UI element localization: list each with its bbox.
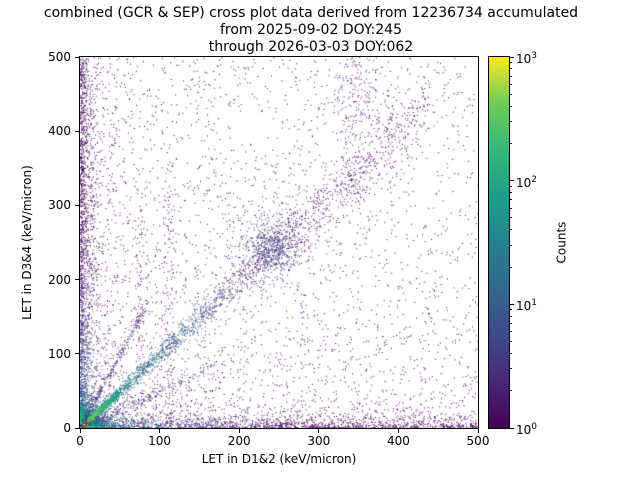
colorbar-minor-tick	[510, 142, 512, 144]
x-tick-mark	[477, 429, 479, 433]
x-tick-label: 400	[386, 434, 410, 448]
y-axis-label: LET in D3&4 (keV/micron)	[20, 165, 34, 320]
colorbar-label: Counts	[554, 221, 569, 264]
colorbar-minor-tick	[510, 309, 512, 311]
colorbar-minor-tick	[510, 105, 512, 107]
colorbar-minor-tick	[510, 185, 512, 187]
x-tick-label: 100	[148, 434, 172, 448]
colorbar-tick-label: 101	[516, 298, 538, 314]
colorbar-minor-tick	[510, 121, 512, 123]
colorbar-tick-mark	[510, 180, 514, 182]
y-tick-mark	[75, 353, 79, 355]
colorbar-tick-label: 103	[516, 51, 538, 66]
scatter-density-canvas	[80, 57, 478, 428]
x-tick-label: 0	[76, 434, 84, 448]
chart-title-line3: through 2026-03-03 DOY:062	[208, 39, 414, 55]
chart-title-line1: combined (GCR & SEP) cross plot data der…	[43, 5, 579, 21]
colorbar-minor-tick	[510, 353, 512, 355]
x-tick-label: 500	[466, 434, 490, 448]
y-tick-label: 0	[63, 421, 71, 435]
colorbar-minor-tick	[510, 266, 512, 268]
x-tick-label: 300	[307, 434, 331, 448]
y-tick-mark	[75, 56, 79, 58]
y-tick-label: 200	[48, 272, 71, 287]
colorbar-minor-tick	[510, 207, 512, 209]
colorbar-minor-tick	[510, 331, 512, 333]
colorbar-minor-tick	[510, 93, 512, 95]
y-tick-label: 400	[48, 124, 71, 139]
x-tick-mark	[159, 429, 161, 433]
x-tick-label: 200	[227, 434, 251, 448]
colorbar-tick-label: 102	[516, 174, 538, 190]
y-tick-label: 100	[48, 346, 71, 361]
colorbar-minor-tick	[510, 68, 512, 70]
colorbar-minor-tick	[510, 390, 512, 392]
colorbar-minor-tick	[510, 315, 512, 317]
chart-title-line2: from 2025-09-02 DOY:245	[219, 22, 402, 38]
colorbar-tick-label: 100	[516, 422, 538, 437]
x-tick-mark	[79, 429, 81, 433]
colorbar	[488, 56, 510, 429]
y-tick-mark	[75, 204, 79, 206]
colorbar-gradient	[489, 57, 509, 428]
colorbar-minor-tick	[510, 368, 512, 370]
y-tick-mark	[75, 130, 79, 132]
colorbar-minor-tick	[510, 62, 512, 64]
y-tick-label: 500	[48, 50, 71, 64]
colorbar-minor-tick	[510, 341, 512, 343]
colorbar-tick-mark	[510, 303, 514, 305]
colorbar-minor-tick	[510, 229, 512, 231]
colorbar-minor-tick	[510, 192, 512, 194]
colorbar-minor-tick	[510, 83, 512, 85]
x-axis-label: LET in D1&2 (keV/micron)	[201, 452, 357, 466]
x-tick-mark	[318, 429, 320, 433]
colorbar-tick-mark	[510, 427, 514, 429]
y-tick-mark	[75, 427, 79, 429]
y-tick-label: 300	[48, 198, 71, 213]
x-tick-mark	[238, 429, 240, 433]
colorbar-minor-tick	[510, 217, 512, 219]
y-tick-mark	[75, 279, 79, 281]
colorbar-tick-mark	[510, 56, 514, 58]
colorbar-minor-tick	[510, 199, 512, 201]
colorbar-minor-tick	[510, 322, 512, 324]
plot-area	[79, 56, 479, 429]
chart-title: combined (GCR & SEP) cross plot data der…	[0, 5, 622, 56]
colorbar-minor-tick	[510, 75, 512, 77]
colorbar-minor-tick	[510, 244, 512, 246]
x-tick-mark	[397, 429, 399, 433]
